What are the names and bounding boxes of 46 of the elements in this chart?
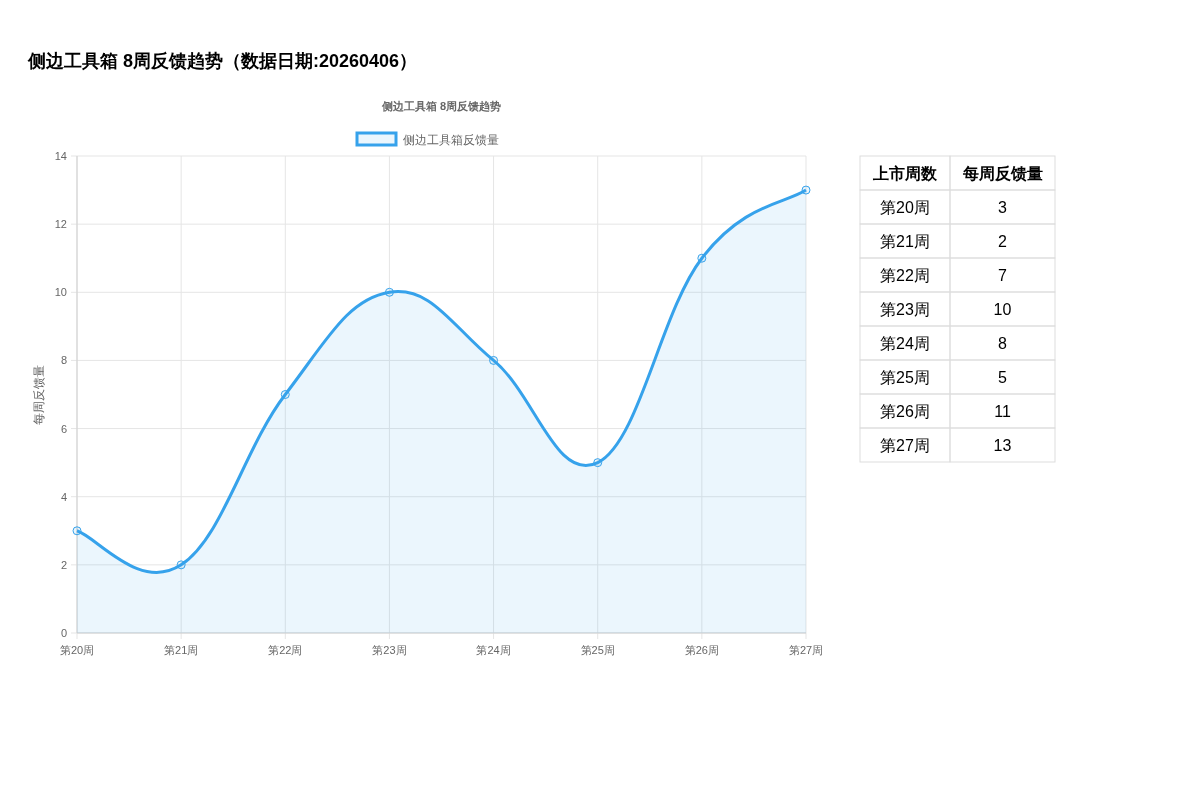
x-tick-label: 第21周 xyxy=(164,644,199,656)
text: 11 xyxy=(994,403,1011,420)
point xyxy=(593,458,603,468)
chart-title: 侧边工具箱 8周反馈趋势（数据日期:20260406） xyxy=(27,51,418,71)
text: 第24周 xyxy=(880,335,930,352)
text: 第23周 xyxy=(880,301,930,318)
x-tick-label: 第25周 xyxy=(580,644,615,656)
y-tick-label: 8 xyxy=(60,354,67,367)
legend-label: 侧边工具箱反馈量 xyxy=(403,133,499,147)
text: 3 xyxy=(998,199,1008,216)
x-tick-label: 第26周 xyxy=(684,644,719,656)
y-tick-label: 2 xyxy=(60,558,67,571)
x-tick-label: 第27周 xyxy=(788,644,824,656)
point xyxy=(72,526,82,536)
y-axis-title: 每周反馈量 xyxy=(32,364,46,425)
text: 5 xyxy=(998,369,1008,386)
point xyxy=(801,185,811,195)
y-tick-label: 6 xyxy=(60,422,67,435)
y-tick-label: 4 xyxy=(60,490,67,503)
text: 第20周 xyxy=(880,199,930,216)
text: 第27周 xyxy=(880,437,930,454)
x-tick-label: 第20周 xyxy=(59,644,95,656)
x-tick-label: 第22周 xyxy=(268,644,303,656)
text: 第25周 xyxy=(880,369,930,386)
point xyxy=(489,355,499,365)
text: 第22周 xyxy=(880,267,930,284)
text: 8 xyxy=(998,335,1008,352)
y-tick-label: 14 xyxy=(54,150,67,162)
text: 上市周数 xyxy=(872,165,938,182)
text: 第21周 xyxy=(880,233,930,250)
text: 每周反馈量 xyxy=(961,165,1043,182)
point xyxy=(176,560,186,570)
chart-subtitle: 侧边工具箱 8周反馈趋势 xyxy=(380,100,502,113)
text: 10 xyxy=(993,301,1012,318)
y-tick-label: 10 xyxy=(54,286,67,299)
y-tick-label: 0 xyxy=(60,627,67,639)
point xyxy=(280,390,290,399)
y-tick-label: 12 xyxy=(54,218,67,231)
point xyxy=(384,287,394,297)
point xyxy=(697,253,707,263)
text: 7 xyxy=(998,267,1008,284)
x-tick-label: 第24周 xyxy=(476,644,511,656)
text: 第26周 xyxy=(880,403,930,420)
x-tick-label: 第23周 xyxy=(372,644,407,656)
text: 13 xyxy=(993,437,1012,454)
text: 2 xyxy=(998,233,1008,250)
